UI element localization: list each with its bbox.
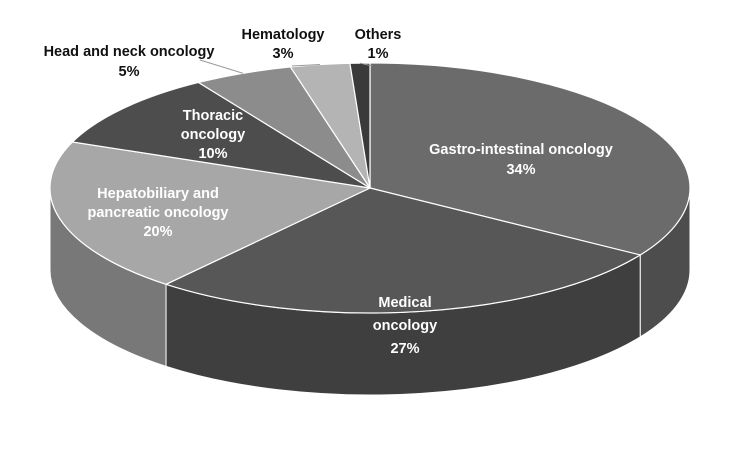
slice-label-gastro-intestinal: Gastro-intestinal oncology 34% [429,142,613,178]
svg-text:Medical: Medical [378,295,431,311]
svg-text:3%: 3% [273,46,294,62]
pie-sides [49,187,691,396]
svg-text:5%: 5% [119,64,140,80]
svg-text:Hematology: Hematology [242,27,325,43]
svg-text:pancreatic oncology: pancreatic oncology [87,205,228,221]
svg-text:Gastro-intestinal oncology: Gastro-intestinal oncology [429,142,613,158]
svg-text:Others: Others [355,27,402,43]
slice-label-medical: Medical oncology 27% [373,295,437,357]
leader-line-others [359,62,373,67]
slice-label-head-and-neck: Head and neck oncology 5% [44,44,215,80]
slice-gastro-intestinal-oncology [369,62,691,256]
svg-text:oncology: oncology [373,318,437,334]
slice-label-hepatobiliary: Hepatobiliary and pancreatic oncology 20… [87,186,228,240]
leader-lines [199,59,373,74]
svg-text:Thoracic: Thoracic [183,108,243,124]
svg-text:20%: 20% [143,224,172,240]
pie-tops [49,62,691,314]
svg-text:Head and neck oncology: Head and neck oncology [44,44,215,60]
slice-label-hematology: Hematology 3% [242,27,325,62]
svg-text:1%: 1% [368,46,389,62]
slice-medical-oncology [164,187,642,314]
svg-text:34%: 34% [506,162,535,178]
slice-label-others: Others 1% [355,27,402,62]
svg-text:Hepatobiliary and: Hepatobiliary and [97,186,219,202]
slice-label-thoracic: Thoracic oncology 10% [181,108,245,162]
svg-text:oncology: oncology [181,127,245,143]
svg-text:27%: 27% [390,341,419,357]
leader-line-head-and-neck-oncology [199,59,244,74]
slice-thoracic-oncology [71,81,371,189]
svg-text:10%: 10% [198,146,227,162]
slice-hepatobiliary-and-pancreatic-oncology [49,141,373,285]
leader-line-hematology [291,64,320,67]
